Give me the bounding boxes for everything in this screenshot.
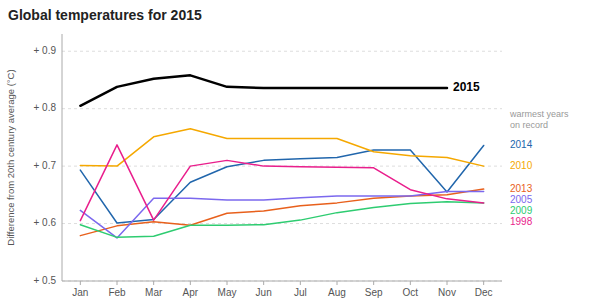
x-tick <box>337 281 338 285</box>
x-tick-label: May <box>218 287 237 298</box>
x-tick <box>483 281 484 285</box>
x-tick <box>153 281 154 285</box>
series-label: 2013 <box>510 183 533 194</box>
x-tick-label: Sep <box>365 287 383 298</box>
x-tick <box>410 281 411 285</box>
y-tick-label: + 0.8 <box>33 102 56 113</box>
x-tick <box>117 281 118 285</box>
x-tick <box>300 281 301 285</box>
series-label: 2009 <box>510 205 533 216</box>
y-tick-label: + 0.5 <box>33 275 56 286</box>
x-tick-label: Dec <box>475 287 493 298</box>
series-line <box>80 75 447 105</box>
annotation: on record <box>510 120 548 130</box>
series-label: 1998 <box>510 216 533 227</box>
x-tick <box>227 281 228 285</box>
lines <box>80 75 483 238</box>
series-label: 2014 <box>510 139 533 150</box>
x-tick-label: Mar <box>145 287 163 298</box>
x-tick-label: Nov <box>438 287 456 298</box>
grid-line <box>62 281 502 282</box>
y-axis-label: Difference from 20th century average (°C… <box>5 69 16 245</box>
x-tick-label: Jul <box>294 287 307 298</box>
x-tick <box>373 281 374 285</box>
series-label: 2010 <box>510 160 533 171</box>
series-line <box>80 191 483 238</box>
x-tick-label: Aug <box>328 287 346 298</box>
grid <box>62 51 502 281</box>
x-tick <box>263 281 264 285</box>
series-line <box>80 202 483 238</box>
chart: Global temperatures for 2015 + 0.5 + 0.6 + … <box>0 0 610 305</box>
y-axis-line <box>62 34 63 281</box>
x-tick-label: Feb <box>108 287 126 298</box>
grid-line <box>62 51 502 52</box>
y-tick-label: + 0.9 <box>33 45 56 56</box>
x-tick-label: Apr <box>183 287 199 298</box>
x-tick-label: Jan <box>72 287 88 298</box>
series-line <box>80 129 483 166</box>
series-line <box>80 145 483 221</box>
grid-line <box>62 108 502 109</box>
x-axis-line <box>62 281 502 282</box>
x-tick-label: Oct <box>403 287 419 298</box>
x-tick <box>447 281 448 285</box>
series-label: 2005 <box>510 194 533 205</box>
x-tick <box>80 281 81 285</box>
y-tick-label: + 0.7 <box>33 160 56 171</box>
y-tick-label: + 0.6 <box>33 217 56 228</box>
title: Global temperatures for 2015 <box>8 7 202 23</box>
series-label: 2015 <box>453 80 480 94</box>
annotation: warmest years <box>509 109 569 119</box>
x-tick <box>190 281 191 285</box>
x-tick-label: Jun <box>256 287 272 298</box>
